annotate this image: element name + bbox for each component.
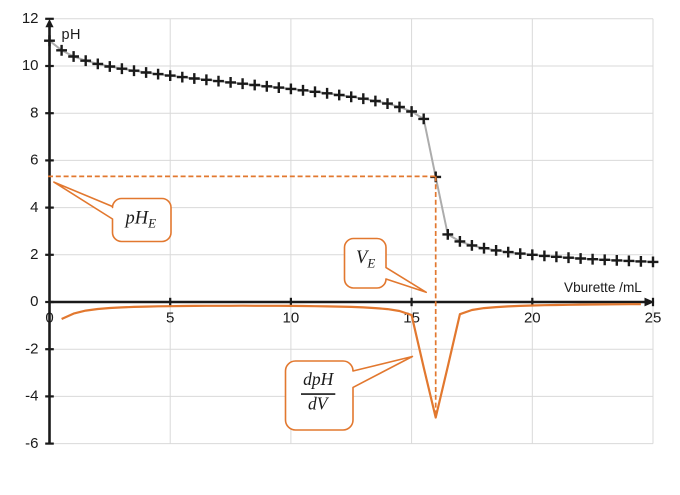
svg-text:2: 2 [30, 246, 38, 263]
svg-text:10: 10 [22, 57, 39, 74]
svg-text:4: 4 [30, 199, 38, 216]
svg-text:5: 5 [166, 310, 174, 327]
svg-text:8: 8 [30, 104, 38, 121]
svg-text:dpH: dpH [303, 369, 335, 389]
svg-text:-6: -6 [25, 435, 38, 452]
svg-text:0: 0 [45, 310, 53, 327]
svg-text:10: 10 [283, 310, 300, 327]
svg-text:Vburette /mL: Vburette /mL [564, 280, 642, 295]
svg-text:-4: -4 [25, 388, 38, 405]
svg-text:dV: dV [308, 393, 330, 413]
svg-text:-2: -2 [25, 340, 38, 357]
svg-text:20: 20 [524, 310, 541, 327]
svg-text:pHE: pHE [124, 208, 157, 230]
svg-text:12: 12 [22, 10, 39, 27]
svg-text:pH: pH [62, 27, 81, 43]
svg-text:25: 25 [645, 310, 662, 327]
svg-text:6: 6 [30, 152, 38, 169]
svg-text:0: 0 [30, 293, 38, 310]
